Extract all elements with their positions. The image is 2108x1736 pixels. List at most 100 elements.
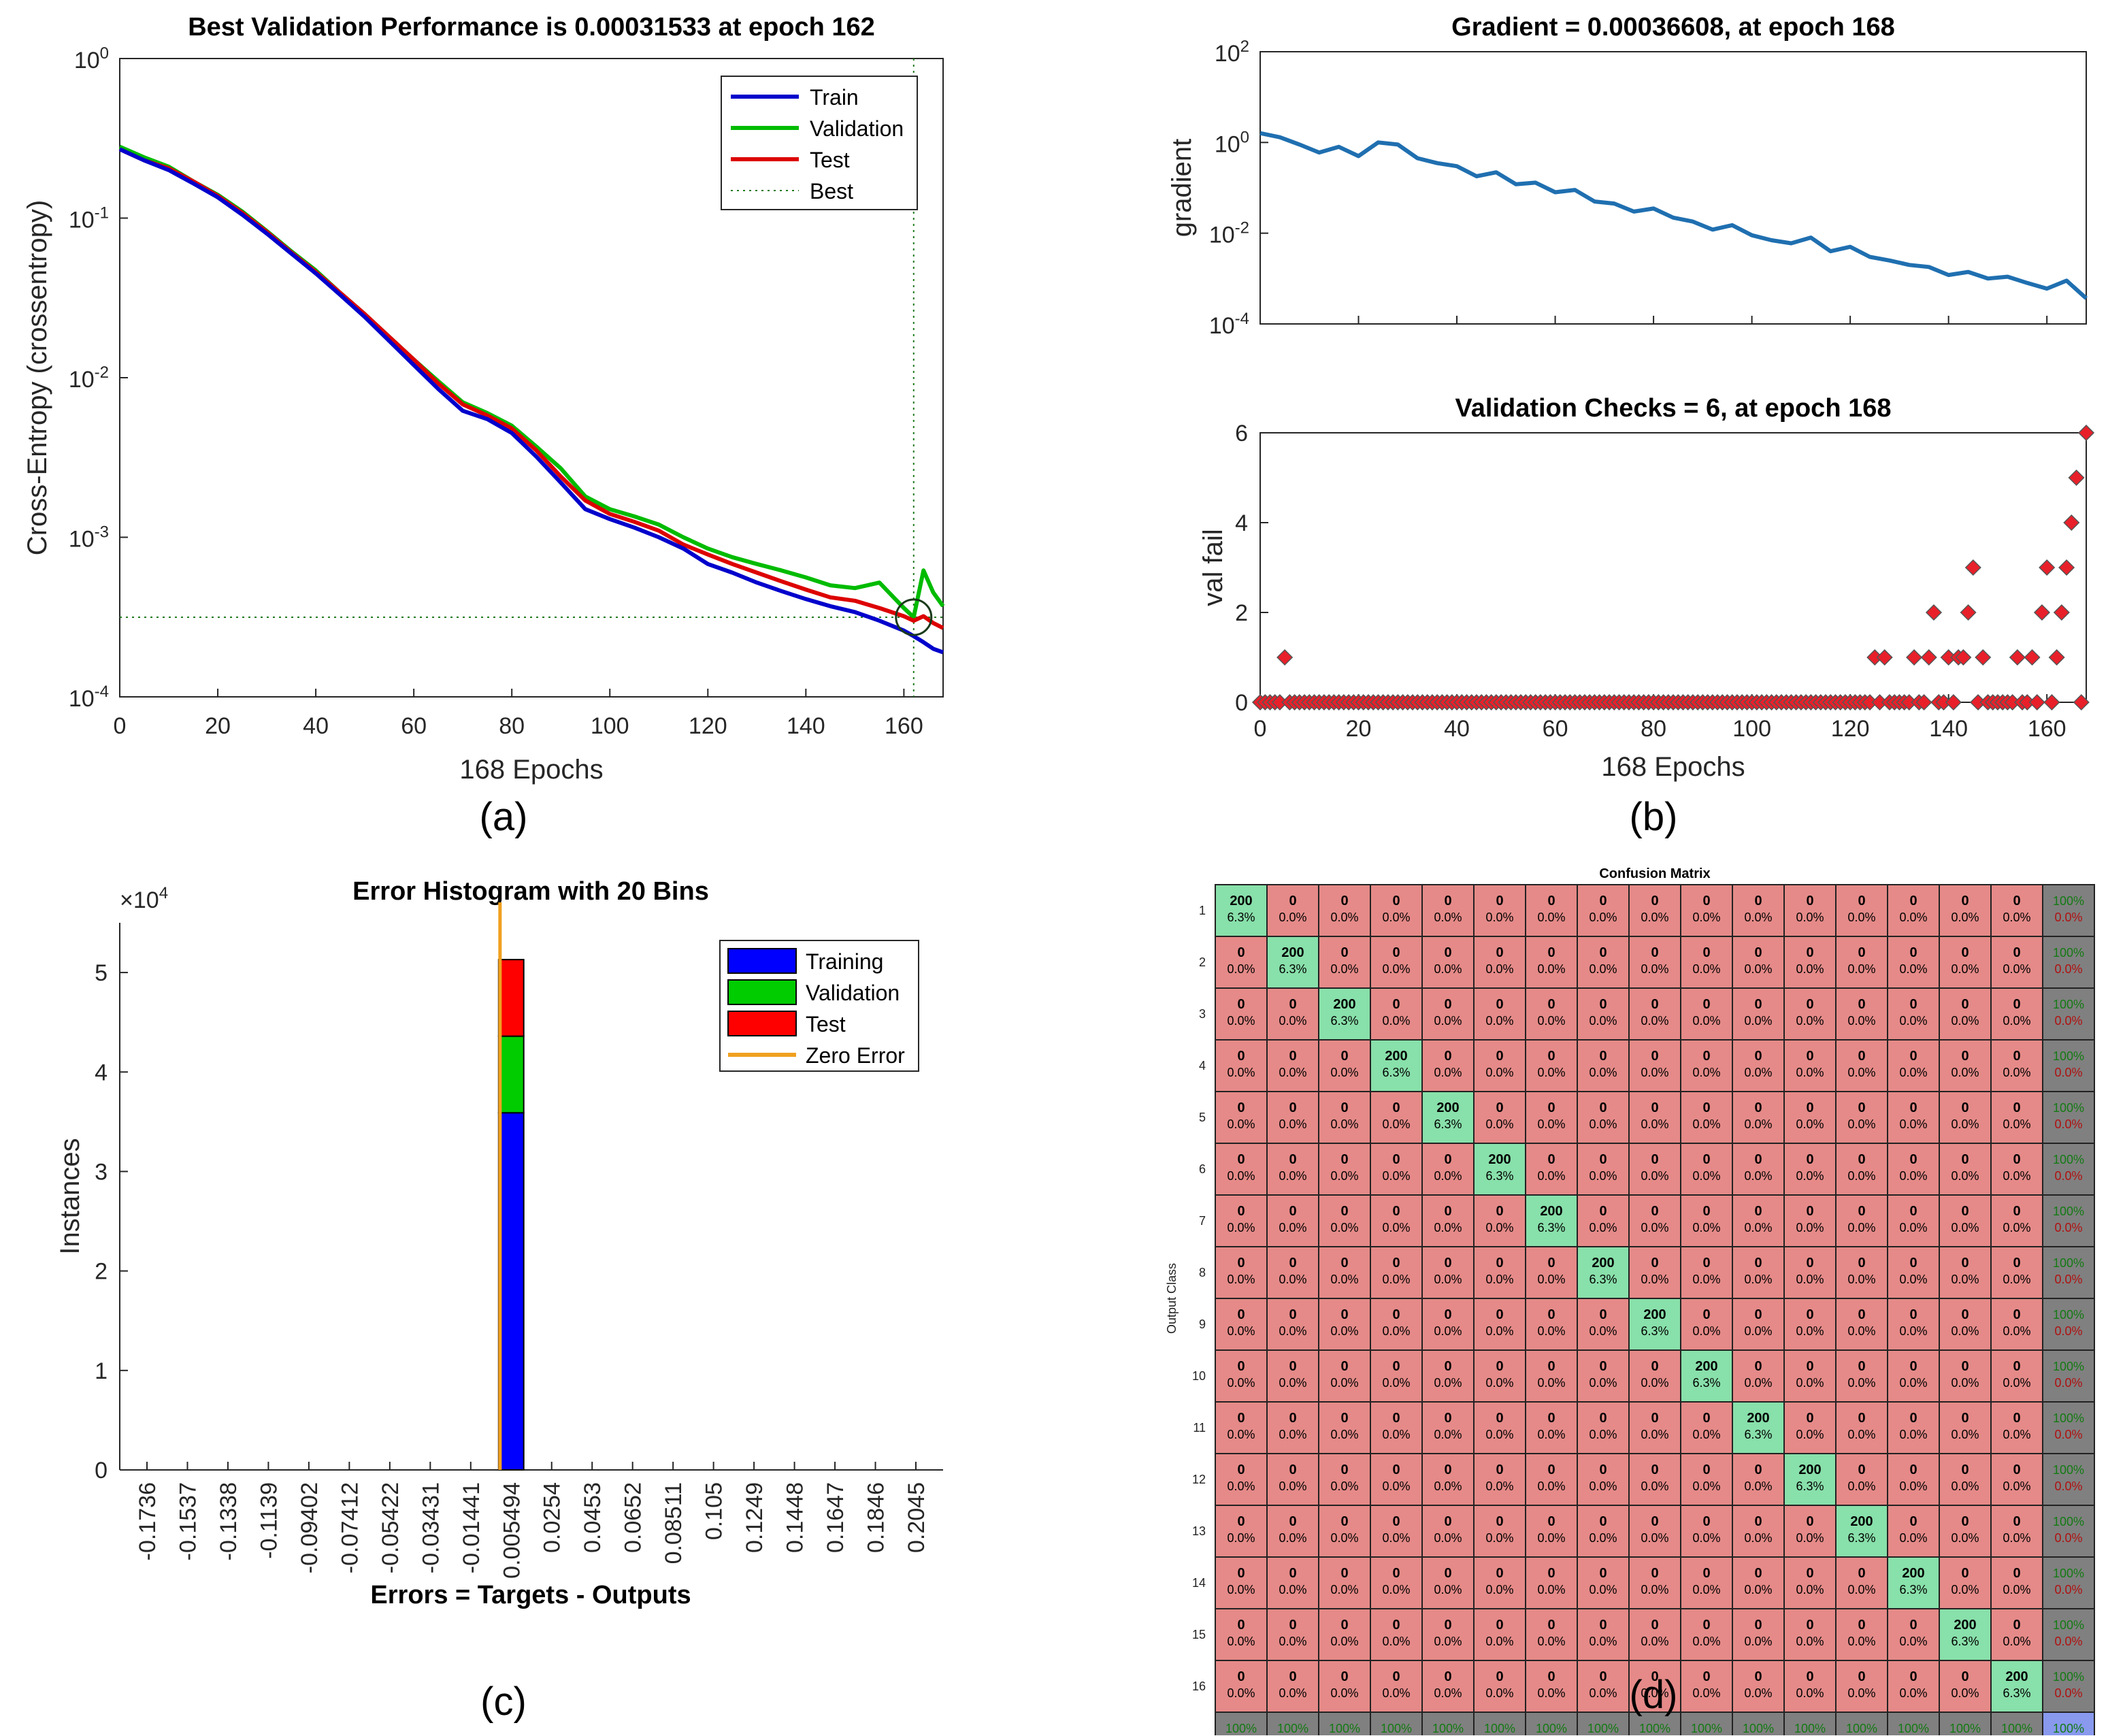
cm-cell-count: 0 — [1754, 997, 1762, 1012]
cm-cell — [1525, 1712, 1578, 1735]
cm-cell-percent: 0.0% — [1899, 1273, 1927, 1286]
cm-cell-count: 0 — [1599, 1307, 1607, 1322]
cm-cell-percent: 0.0% — [1227, 1635, 1255, 1648]
cm-cell-count: 0 — [1289, 997, 1296, 1012]
valfail-point — [2033, 604, 2051, 621]
cm-cell-percent: 0.0% — [1537, 1273, 1565, 1286]
cm-cell-count: 0 — [1237, 1359, 1245, 1374]
valfail-point — [1955, 649, 1972, 666]
cm-cell-percent: 0.0% — [1847, 1479, 1875, 1493]
cm-cell — [1680, 884, 1733, 937]
cm-cell-percent: 0.0% — [1537, 1428, 1565, 1441]
cm-cell — [1835, 1712, 1888, 1735]
cm-cell-count: 0 — [1599, 1669, 1607, 1684]
cm-cell-percent: 0.0% — [1485, 1428, 1513, 1441]
cm-cell-count: 0 — [1496, 1204, 1503, 1219]
y-tick-label: 0 — [1235, 690, 1248, 716]
cm-cell-count: 0 — [1961, 1256, 1969, 1271]
cm-cell-count: 0 — [1237, 1307, 1245, 1322]
x-tick-label: -0.09402 — [297, 1482, 323, 1573]
cm-cell-percent: 0.0% — [1279, 1324, 1306, 1338]
cm-row-label: 10 — [1192, 1369, 1206, 1383]
x-tick-label: 40 — [1444, 716, 1470, 742]
cm-row-label: 3 — [1199, 1007, 1206, 1021]
cm-cell-percent: 0.0% — [1641, 1221, 1668, 1234]
valfail-point — [1975, 649, 1992, 666]
cm-cell — [1215, 987, 1268, 1041]
cm-cell-percent: 0.0% — [1434, 1221, 1462, 1234]
cm-cell — [1628, 1453, 1681, 1506]
cm-cell-percent: 0.0% — [1951, 1583, 1979, 1596]
valfail-point — [1964, 559, 1981, 576]
cm-cell-count: 0 — [1806, 1049, 1813, 1064]
cm-cell-percent: 0.0% — [1744, 1014, 1772, 1028]
cm-cell-count: 0 — [1289, 1256, 1296, 1271]
cm-cell-percent: 0.0% — [2054, 1635, 2082, 1648]
cm-cell-count: 0 — [1237, 1100, 1245, 1115]
cm-cell-count: 100% — [2053, 1411, 2084, 1425]
cm-cell-count: 0 — [1289, 1618, 1296, 1633]
cm-cell — [1370, 1712, 1423, 1735]
cm-cell-percent: 0.0% — [1899, 911, 1927, 924]
cm-row-label: 13 — [1192, 1524, 1206, 1538]
cm-cell-count: 0 — [1237, 1566, 1245, 1581]
cm-cell — [1318, 1505, 1371, 1558]
panel-c-error-histogram: Error Histogram with 20 Bins ×104 0 1 2 3 4 5 In… — [55, 877, 943, 1724]
cm-cell-count: 0 — [1806, 945, 1813, 960]
cm-cell-count: 0 — [1340, 1514, 1348, 1529]
cm-cell-count: 0 — [1754, 1152, 1762, 1167]
cm-cell — [1783, 1556, 1837, 1609]
cm-cell-percent: 0.0% — [1899, 1221, 1927, 1234]
cm-cell-count: 0 — [1961, 1514, 1969, 1529]
cm-cell — [1266, 1660, 1319, 1713]
valfail-point — [2009, 649, 2026, 666]
panel-a-performance: Best Validation Performance is 0.0003153… — [22, 13, 945, 839]
cm-cell-percent: 0.0% — [1847, 1169, 1875, 1183]
cm-cell-count: 0 — [1961, 1411, 1969, 1426]
cm-cell-percent: 0.0% — [2003, 911, 2030, 924]
cm-cell — [1473, 1091, 1526, 1144]
cm-cell-percent: 0.0% — [1847, 1117, 1875, 1131]
cm-cell — [1990, 884, 2043, 937]
cm-cell-count: 200 — [1333, 997, 1355, 1012]
cm-cell-percent: 0.0% — [1485, 1479, 1513, 1493]
cm-cell — [1421, 884, 1475, 937]
cm-cell-count: 0 — [2013, 1307, 2020, 1322]
cm-cell-count: 0 — [1651, 1566, 1658, 1581]
cm-cell-percent: 0.0% — [1641, 1479, 1668, 1493]
cm-cell-count: 0 — [1858, 1618, 1865, 1633]
cm-cell-count: 0 — [1496, 1462, 1503, 1477]
cm-cell-percent: 0.0% — [1330, 1376, 1358, 1390]
cm-cell-percent: 0.0% — [1589, 1117, 1617, 1131]
cm-cell-count: 0 — [1961, 997, 1969, 1012]
cm-cell — [1215, 1246, 1268, 1299]
legend-swatch — [727, 979, 797, 1005]
legend-label: Best — [810, 179, 853, 203]
cm-cell-count: 0 — [1702, 1204, 1710, 1219]
cm-cell-count: 0 — [1496, 1514, 1503, 1529]
cm-cell-percent: 0.0% — [1847, 1324, 1875, 1338]
cm-cell — [1266, 1556, 1319, 1609]
cm-cell-percent: 0.0% — [1951, 1169, 1979, 1183]
y-tick-label: 2 — [1235, 600, 1248, 626]
cm-cell-percent: 0.0% — [1951, 1428, 1979, 1441]
cm-cell-percent: 0.0% — [1382, 1635, 1410, 1648]
cm-cell — [1266, 1401, 1319, 1454]
cm-row-label: 1 — [1199, 904, 1206, 917]
valfail-point — [1876, 649, 1893, 666]
cm-cell-count: 0 — [1547, 1359, 1555, 1374]
cm-cell — [1421, 1712, 1475, 1735]
cm-cell-percent: 0.0% — [1485, 1635, 1513, 1648]
cm-cell — [1215, 1091, 1268, 1144]
cm-cell-percent: 6.3% — [1589, 1273, 1617, 1286]
cm-cell-count: 0 — [1444, 1514, 1451, 1529]
cm-cell-count: 0 — [1289, 894, 1296, 908]
cm-cell-count: 0 — [1702, 1411, 1710, 1426]
cm-cell — [1835, 1401, 1888, 1454]
cm-cell — [2042, 987, 2095, 1041]
cm-row-label: 16 — [1192, 1680, 1206, 1693]
cm-cell-percent: 0.0% — [1537, 1066, 1565, 1079]
cm-cell — [1887, 1039, 1940, 1092]
cm-cell — [1990, 1194, 2043, 1247]
cm-cell-count: 0 — [1444, 1152, 1451, 1167]
